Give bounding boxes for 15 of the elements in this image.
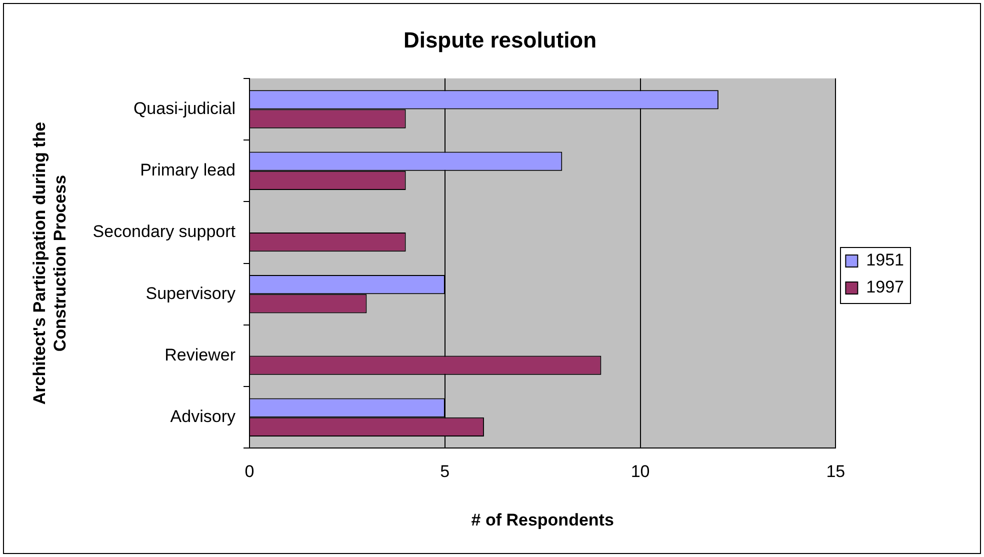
- x-axis-title: # of Respondents: [471, 510, 614, 530]
- y-tick-label: Advisory: [170, 407, 236, 426]
- x-tick-label: 0: [244, 462, 254, 482]
- y-tick-label: Secondary support: [92, 222, 236, 242]
- legend-label: 1997: [866, 278, 904, 297]
- y-tick-label: Reviewer: [164, 345, 236, 364]
- y-tick-label: Quasi-judicial: [133, 98, 236, 118]
- y-tick-label: Primary lead: [140, 160, 236, 180]
- y-axis-title: Architect's Participation during the Construction Process: [30, 122, 70, 405]
- x-tick-label: 5: [440, 462, 450, 482]
- x-tick-label: 10: [630, 462, 650, 482]
- x-tick-label: 15: [826, 462, 846, 482]
- y-tick-label: Supervisory: [146, 284, 236, 303]
- legend-label: 1951: [866, 250, 904, 270]
- chart-title: Dispute resolution: [403, 27, 597, 52]
